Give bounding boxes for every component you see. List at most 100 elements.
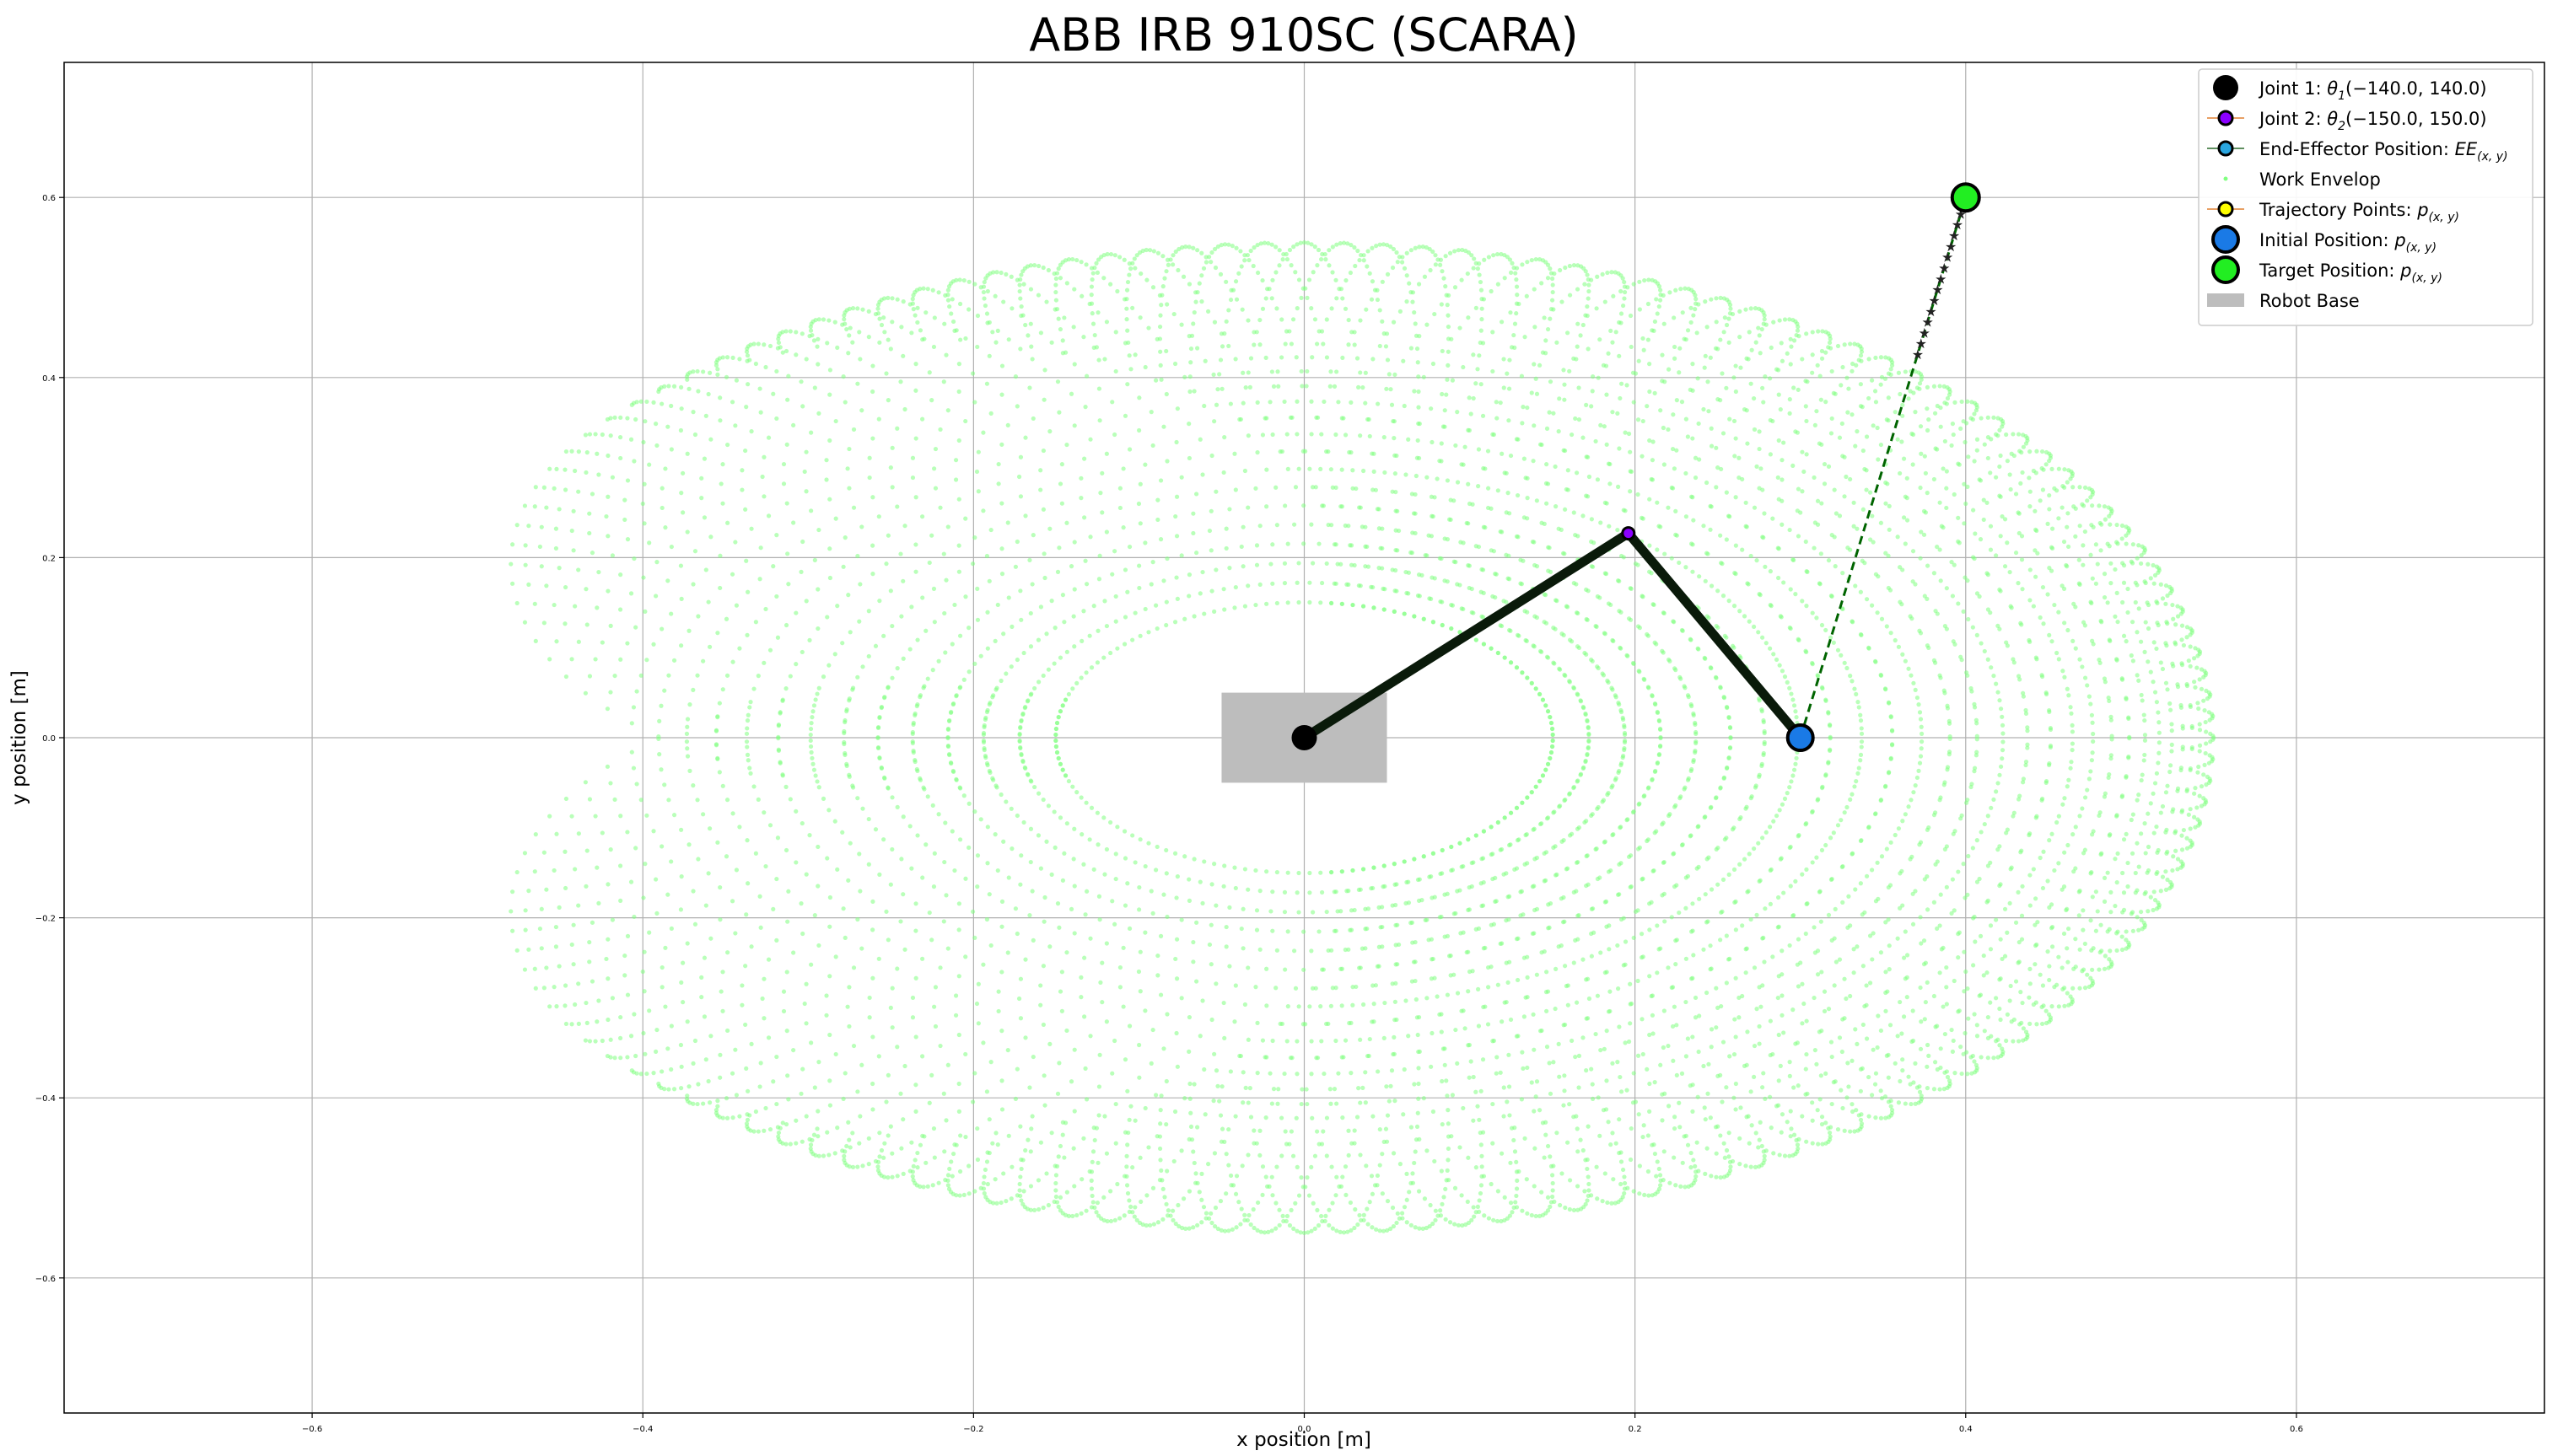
envelope-point (1776, 1078, 1781, 1083)
envelope-point (2154, 871, 2159, 877)
envelope-point (1993, 996, 1999, 1001)
envelope-point (1064, 950, 1069, 955)
envelope-point (1282, 399, 1287, 405)
envelope-point (1360, 867, 1366, 872)
envelope-point (2018, 990, 2023, 995)
envelope-point (1916, 768, 1921, 773)
envelope-point (1709, 1027, 1715, 1032)
envelope-point (1858, 838, 1864, 844)
envelope-point (1872, 812, 1878, 817)
envelope-point (2139, 909, 2144, 915)
envelope-point (1693, 1163, 1698, 1169)
envelope-point (1274, 948, 1279, 953)
envelope-point (999, 1200, 1004, 1206)
envelope-point (2142, 717, 2147, 723)
envelope-point (2027, 873, 2033, 878)
envelope-point (1674, 883, 1679, 888)
envelope-point (1165, 914, 1170, 920)
envelope-point (1328, 1101, 1333, 1106)
envelope-point (913, 901, 918, 906)
envelope-point (1264, 869, 1269, 874)
envelope-point (2031, 604, 2036, 609)
envelope-point (1781, 1030, 1786, 1035)
envelope-point (1242, 468, 1248, 474)
envelope-point (2169, 742, 2174, 747)
envelope-point (2039, 1004, 2044, 1010)
envelope-point (1108, 819, 1113, 825)
envelope-point (1635, 417, 1641, 422)
envelope-point (1432, 895, 1437, 900)
envelope-point (1867, 933, 1873, 938)
envelope-point (794, 1118, 799, 1123)
envelope-point (1909, 1101, 1914, 1107)
envelope-point (1440, 1046, 1446, 1051)
envelope-point (1677, 1100, 1682, 1105)
envelope-point (1200, 472, 1205, 477)
envelope-point (1421, 1096, 1426, 1101)
envelope-point (1254, 908, 1260, 913)
envelope-point (1441, 1195, 1446, 1200)
envelope-point (1790, 463, 1796, 468)
envelope-point (563, 885, 568, 891)
envelope-point (2139, 777, 2144, 783)
envelope-point (1230, 1227, 1235, 1232)
envelope-point (1693, 722, 1698, 728)
envelope-point (2027, 981, 2033, 986)
envelope-point (1804, 1018, 1809, 1023)
envelope-point (1708, 1115, 1713, 1120)
envelope-point (1385, 1113, 1391, 1118)
envelope-point (1938, 578, 1943, 583)
envelope-point (2011, 432, 2016, 437)
envelope-point (725, 950, 730, 955)
envelope-point (1179, 475, 1184, 480)
envelope-point (1721, 330, 1726, 335)
envelope-point (2142, 733, 2148, 738)
envelope-point (1782, 1153, 1788, 1158)
envelope-point (2020, 587, 2025, 592)
envelope-point (1318, 1213, 1324, 1219)
envelope-point (539, 906, 544, 911)
envelope-point (780, 1141, 785, 1146)
envelope-point (1876, 1013, 1881, 1018)
envelope-point (1780, 522, 1785, 527)
envelope-point (1828, 723, 1833, 728)
envelope-point (1569, 1038, 1575, 1044)
envelope-point (1444, 392, 1449, 397)
envelope-point (1804, 1139, 1809, 1144)
envelope-point (2142, 738, 2148, 743)
envelope-point (1324, 1153, 1329, 1158)
envelope-point (1899, 1031, 1904, 1036)
envelope-point (1280, 1213, 1285, 1218)
envelope-point (1942, 780, 1947, 785)
envelope-point (1385, 1199, 1391, 1204)
envelope-point (1938, 892, 1943, 897)
envelope-point (1893, 410, 1898, 415)
envelope-point (1757, 429, 1762, 434)
envelope-point (873, 1158, 879, 1164)
envelope-point (850, 1131, 855, 1136)
envelope-point (2049, 466, 2054, 471)
envelope-point (895, 1174, 900, 1179)
envelope-point (1450, 1093, 1456, 1098)
envelope-point (583, 1038, 588, 1043)
envelope-point (756, 1129, 761, 1134)
envelope-point (1175, 874, 1180, 879)
envelope-point (1900, 402, 1905, 407)
envelope-point (1508, 1017, 1514, 1023)
envelope-point (1624, 818, 1629, 823)
envelope-point (847, 1023, 852, 1029)
envelope-point (1882, 376, 1888, 381)
envelope-point (1532, 1047, 1537, 1052)
envelope-point (1733, 1107, 1738, 1112)
envelope-point (2081, 503, 2086, 508)
envelope-point (1438, 871, 1443, 877)
envelope-point (2133, 599, 2138, 605)
envelope-point (1380, 1191, 1385, 1196)
envelope-point (1128, 1104, 1133, 1109)
envelope-point (2121, 907, 2127, 912)
envelope-point (1944, 964, 1949, 970)
envelope-point (1925, 1086, 1930, 1091)
envelope-point (1900, 1057, 1905, 1062)
envelope-point (2152, 572, 2158, 578)
envelope-point (1812, 925, 1817, 930)
